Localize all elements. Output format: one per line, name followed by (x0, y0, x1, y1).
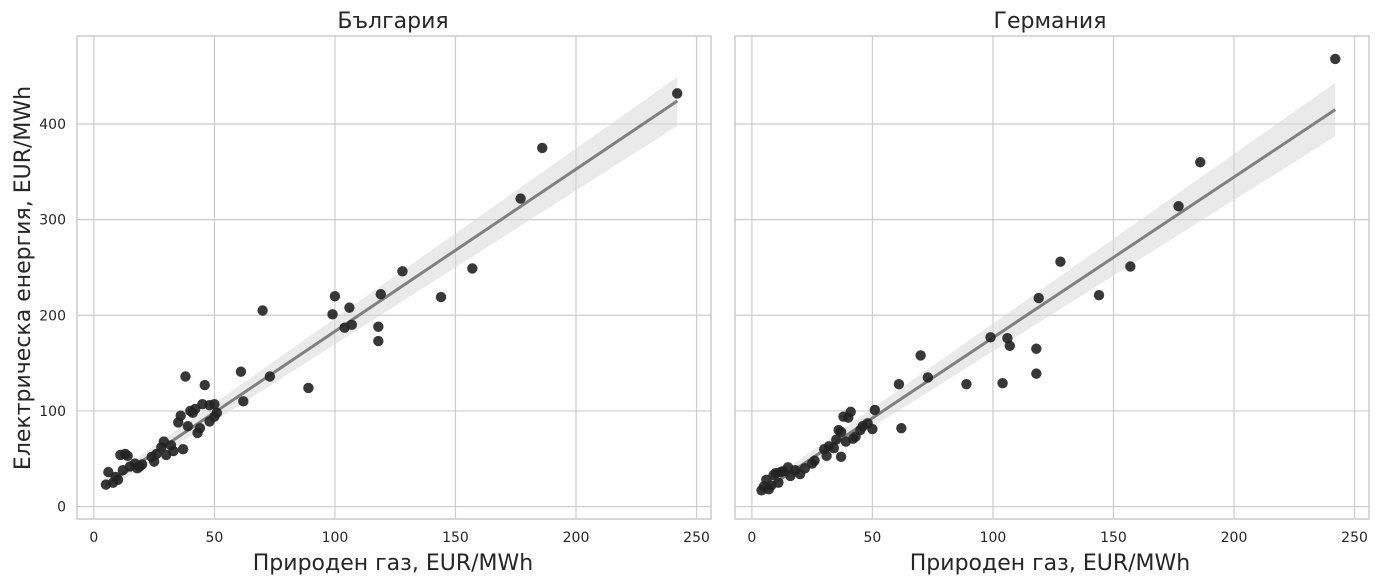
data-point (773, 477, 784, 488)
data-point (672, 88, 683, 99)
points-bulgaria (100, 88, 683, 490)
data-point (997, 377, 1008, 389)
fit-line-bulgaria (105, 99, 679, 487)
data-point (122, 450, 133, 462)
data-point (375, 289, 386, 300)
grid-germany (735, 36, 1369, 519)
x-tick-label: 0 (747, 530, 756, 546)
data-point (211, 407, 223, 419)
panel-title-bulgaria: България (337, 9, 448, 34)
ci-band-bulgaria (105, 77, 678, 491)
data-point (435, 291, 447, 303)
data-point (893, 378, 905, 390)
panel-bulgaria: 0 50 100 150 200 250 0 100 200 300 400 България П… (39, 9, 712, 576)
data-point (1004, 340, 1016, 352)
data-point (1031, 343, 1042, 354)
data-point (828, 443, 840, 454)
data-point (238, 396, 249, 407)
data-point (1031, 368, 1042, 379)
data-point (985, 332, 996, 343)
data-point (329, 290, 341, 302)
ci-band-germany (763, 82, 1336, 496)
data-point (346, 319, 358, 331)
data-point (467, 263, 478, 274)
data-point (168, 445, 179, 457)
data-point (915, 350, 926, 361)
data-point (809, 455, 820, 466)
points-germany (756, 53, 1341, 496)
x-tick-label: 150 (442, 530, 469, 546)
y-ticks-bulgaria: 0 100 200 300 400 (39, 117, 66, 516)
x-ticks-bulgaria: 0 50 100 150 200 250 (89, 530, 709, 546)
x-tick-label: 200 (1221, 530, 1248, 546)
x-tick-label: 100 (322, 530, 349, 546)
data-point (1093, 289, 1105, 301)
data-point (344, 302, 355, 313)
y-axis-label: Електрическа енергия, EUR/MWh (11, 86, 36, 470)
data-point (209, 399, 220, 410)
data-point (537, 142, 548, 154)
data-point (922, 372, 934, 383)
data-point (831, 434, 842, 445)
confidence-band-bulgaria (105, 77, 678, 491)
data-point (1195, 157, 1206, 168)
x-tick-label: 250 (1341, 530, 1368, 546)
data-point (1173, 201, 1184, 212)
x-tick-label: 100 (980, 530, 1007, 546)
data-point (199, 379, 210, 391)
data-point (112, 474, 124, 485)
grid-bulgaria (77, 36, 711, 519)
data-point (182, 421, 194, 432)
data-point (373, 335, 384, 347)
panel-title-germany: Германия (994, 9, 1107, 34)
x-tick-label: 50 (205, 530, 223, 546)
data-point (373, 321, 384, 332)
fit-line-germany (763, 108, 1337, 492)
data-point (175, 410, 186, 421)
data-point (1125, 261, 1136, 272)
data-point (869, 404, 881, 416)
confidence-band-germany (763, 82, 1336, 496)
x-tick-label: 250 (683, 530, 710, 546)
x-axis-label-germany: Природен газ, EUR/MWh (910, 551, 1190, 576)
frame-germany (734, 35, 1370, 520)
regression-line-germany (763, 108, 1337, 492)
data-point (1033, 292, 1044, 304)
data-point (194, 422, 206, 434)
data-point (1055, 256, 1066, 267)
data-point (235, 366, 247, 377)
x-tick-label: 0 (89, 530, 98, 546)
data-point (821, 450, 832, 462)
data-point (845, 406, 856, 418)
frame-bulgaria (76, 35, 712, 520)
panel-germany: 0 50 100 150 200 250 Германия Природен газ, E… (734, 9, 1370, 576)
y-tick-label: 0 (57, 500, 66, 516)
data-point (136, 459, 148, 470)
data-point (397, 266, 408, 277)
data-point (177, 443, 189, 455)
data-point (257, 305, 268, 316)
data-point (327, 309, 338, 320)
data-point (896, 422, 907, 434)
y-tick-label: 300 (39, 213, 66, 229)
data-point (961, 378, 972, 390)
x-axis-label-bulgaria: Природен газ, EUR/MWh (253, 551, 533, 576)
x-tick-label: 150 (1100, 530, 1127, 546)
data-point (303, 382, 314, 394)
data-point (867, 423, 878, 435)
data-point (835, 426, 847, 438)
data-point (835, 451, 847, 463)
data-point (1330, 53, 1341, 65)
regression-line-bulgaria (105, 99, 679, 487)
x-ticks-germany: 0 50 100 150 200 250 (747, 530, 1367, 546)
y-tick-label: 200 (39, 308, 66, 324)
y-tick-label: 100 (39, 404, 66, 420)
x-tick-label: 50 (863, 530, 881, 546)
x-tick-label: 200 (563, 530, 590, 546)
y-tick-label: 400 (39, 117, 66, 133)
data-point (515, 193, 526, 204)
data-point (264, 371, 276, 382)
data-point (180, 371, 191, 382)
